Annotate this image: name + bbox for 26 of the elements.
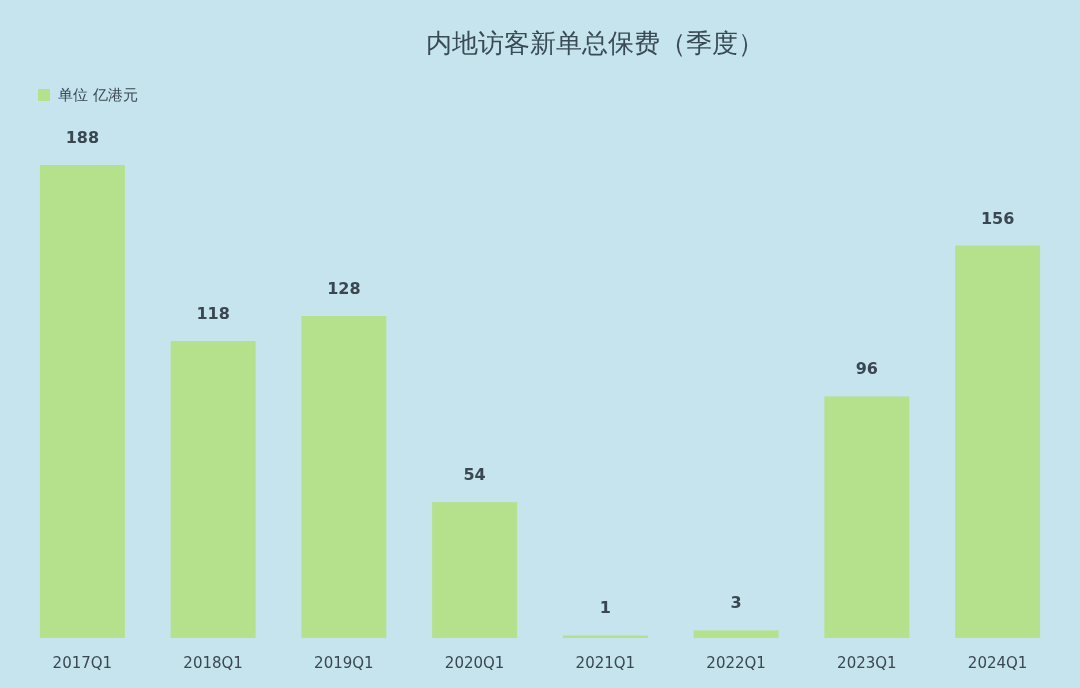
x-tick-label: 2023Q1 xyxy=(837,654,897,672)
legend-label: 单位 亿港元 xyxy=(58,86,138,104)
x-tick-label: 2021Q1 xyxy=(575,654,636,672)
bar xyxy=(432,502,518,638)
bar xyxy=(301,315,387,638)
x-tick-label: 2019Q1 xyxy=(314,654,374,672)
data-label: 156 xyxy=(980,208,1015,228)
x-tick-label: 2022Q1 xyxy=(706,654,766,672)
x-tick-label: 2017Q1 xyxy=(52,654,113,672)
bar xyxy=(562,635,648,638)
data-label: 118 xyxy=(196,304,230,324)
x-tick-label: 2024Q1 xyxy=(967,654,1028,672)
data-label: 3 xyxy=(730,593,742,613)
data-label: 1 xyxy=(599,598,611,618)
bar xyxy=(170,341,256,638)
bar xyxy=(693,630,779,638)
bar xyxy=(824,396,910,638)
x-tick-label: 2018Q1 xyxy=(183,654,243,672)
data-label: 54 xyxy=(463,465,486,485)
data-label: 128 xyxy=(327,278,361,298)
data-label: 96 xyxy=(855,359,879,379)
bar xyxy=(39,165,125,638)
chart-title: 内地访客新单总保费（季度） xyxy=(426,28,764,58)
data-label: 188 xyxy=(65,128,100,147)
bar xyxy=(955,245,1041,638)
x-tick-label: 2020Q1 xyxy=(444,654,505,672)
